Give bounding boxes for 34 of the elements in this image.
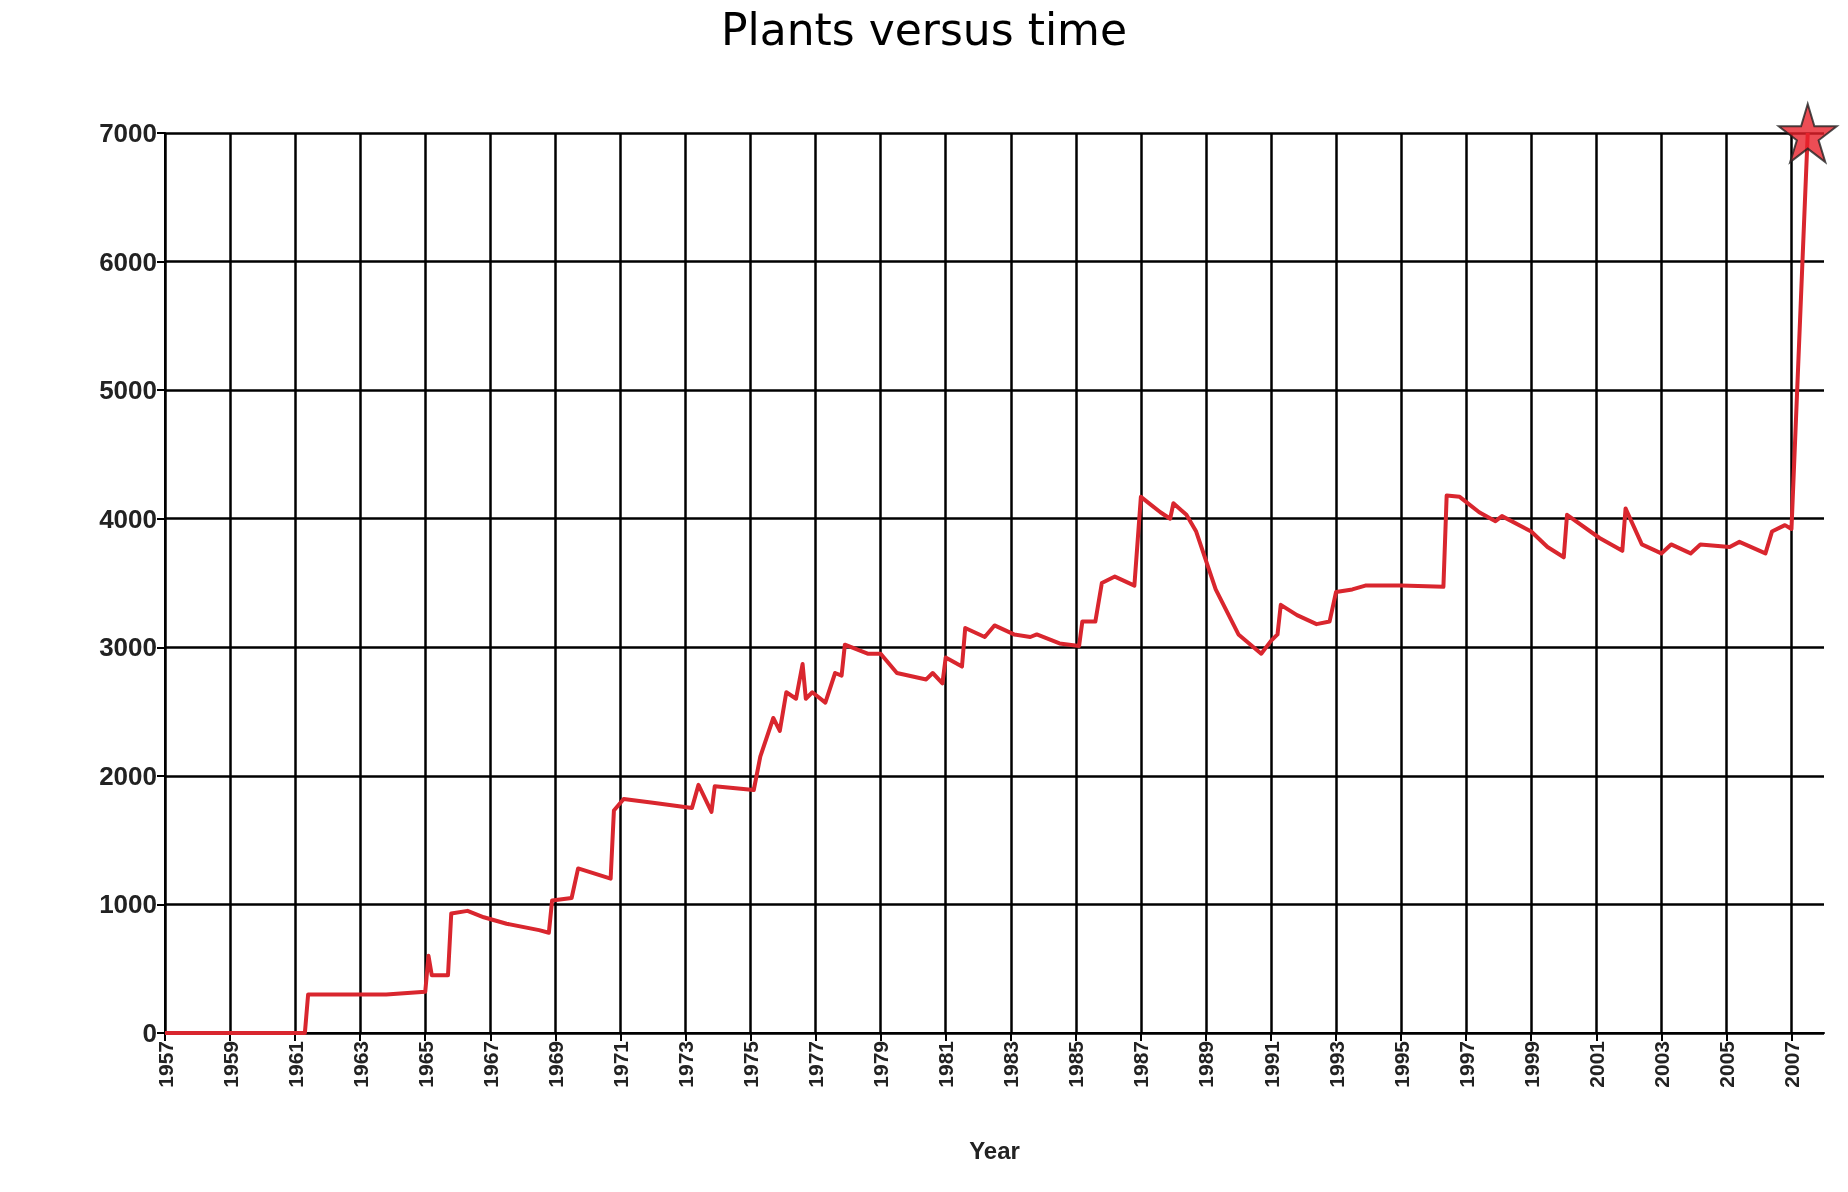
y-tick-label: 2000 <box>99 760 157 791</box>
y-tick-label: 4000 <box>99 503 157 534</box>
y-tick-label: 6000 <box>99 246 157 277</box>
x-tick-label: 2001 <box>1584 1040 1608 1088</box>
x-tick-label: 1993 <box>1324 1041 1348 1088</box>
x-tick-label: 1967 <box>478 1041 502 1088</box>
x-tick-label: 1997 <box>1454 1041 1478 1088</box>
x-tick-label: 1963 <box>348 1041 372 1088</box>
x-tick-label: 1981 <box>934 1040 958 1088</box>
x-tick-label: 1987 <box>1129 1041 1153 1088</box>
x-tick-label: 2007 <box>1779 1041 1803 1088</box>
x-tick-label: 1985 <box>1064 1040 1088 1088</box>
x-tick-label: 1965 <box>413 1040 437 1088</box>
chart-title: Plants versus time <box>720 3 1128 55</box>
x-axis-title: Year <box>969 1136 1020 1164</box>
x-tick-label: 1975 <box>739 1040 763 1088</box>
x-tick-label: 1999 <box>1519 1041 1543 1088</box>
y-tick-label: 7000 <box>99 118 157 148</box>
y-tick-label: 3000 <box>99 632 157 663</box>
x-tick-label: 1991 <box>1259 1040 1283 1088</box>
x-tick-label: 1973 <box>673 1041 697 1088</box>
x-tick-label: 1979 <box>869 1041 893 1088</box>
x-tick-label: 1983 <box>999 1041 1023 1088</box>
x-tick-label: 1989 <box>1194 1041 1218 1088</box>
x-tick-label: 1995 <box>1389 1040 1413 1088</box>
x-tick-label: 2003 <box>1649 1041 1673 1088</box>
x-tick-label: 2005 <box>1714 1040 1738 1088</box>
x-tick-label: 1961 <box>283 1040 307 1088</box>
y-tick-label: 5000 <box>99 375 157 406</box>
x-tick-label: 1959 <box>218 1041 242 1088</box>
y-tick-label: 1000 <box>99 889 157 920</box>
x-tick-label: 1977 <box>804 1041 828 1088</box>
x-tick-label: 1969 <box>543 1041 567 1088</box>
x-tick-label: 1971 <box>608 1040 632 1088</box>
